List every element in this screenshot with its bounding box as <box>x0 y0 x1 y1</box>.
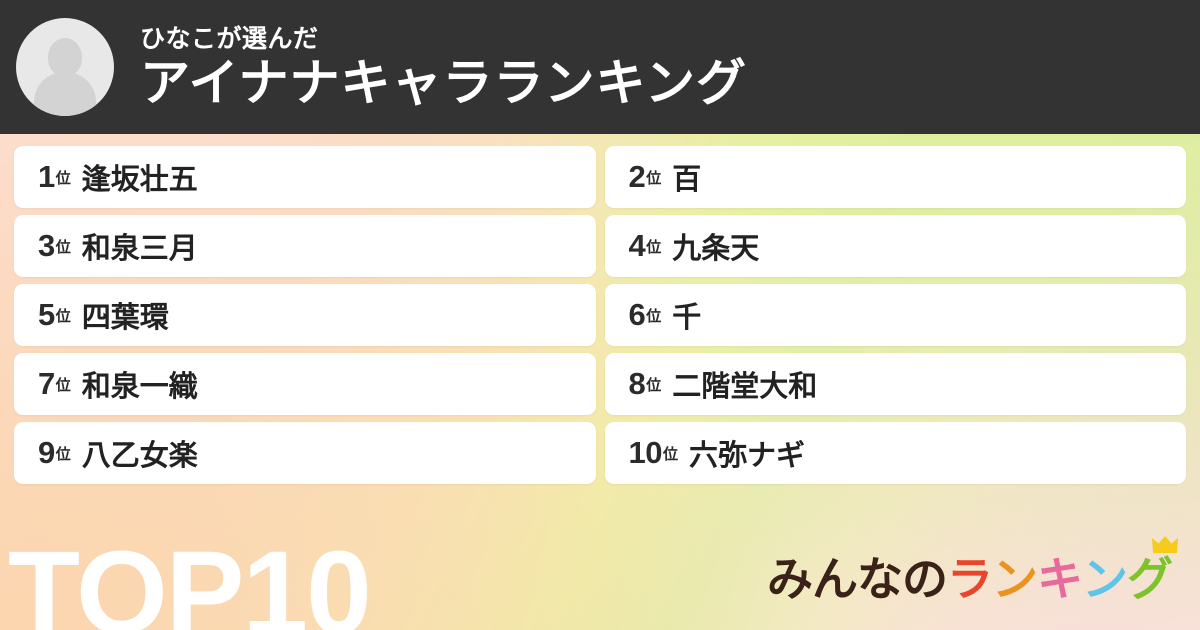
logo-part-4: ン <box>1082 553 1128 605</box>
rank-unit-label: 位 <box>646 238 662 256</box>
rank-number: 2 <box>628 159 646 194</box>
header-subtitle: ひなこが選んだ <box>140 24 319 53</box>
avatar-body-shape <box>34 72 96 116</box>
logo-part-0: みんなの <box>767 553 948 605</box>
site-logo[interactable]: みんなのランキング <box>767 536 1178 605</box>
logo-part-3: キ <box>1037 553 1083 605</box>
avatar-head-shape <box>48 38 82 76</box>
rank-card[interactable]: 7 位和泉一織 <box>14 353 596 415</box>
rank-item-name: 百 <box>672 164 702 196</box>
rank-number: 9 <box>38 435 55 470</box>
rank-card[interactable]: 1 位逢坂壮五 <box>14 146 596 208</box>
rank-unit-label: 位 <box>662 445 678 463</box>
rank-card[interactable]: 4 位九条天 <box>604 215 1186 277</box>
rank-item-name: 和泉一織 <box>81 371 198 403</box>
logo-part-1: ラ <box>947 553 993 605</box>
user-avatar-icon <box>16 18 114 116</box>
rank-item-name: 六弥ナギ <box>689 440 806 472</box>
rank-item-name: 九条天 <box>672 233 760 265</box>
rank-number: 7 <box>38 366 55 401</box>
rank-item-name: 逢坂壮五 <box>81 164 198 196</box>
rank-unit-label: 位 <box>55 376 71 394</box>
rank-unit-label: 位 <box>646 307 662 325</box>
rank-unit-label: 位 <box>55 169 71 187</box>
rank-card[interactable]: 3 位和泉三月 <box>14 215 596 277</box>
rank-unit-label: 位 <box>646 169 662 187</box>
page-title: アイナナキャラランキング <box>140 54 747 111</box>
ranking-list: 1 位逢坂壮五 2 位百 3 位和泉三月 4 位九条天 5 位四葉環 6 位千 7 位和泉一織 8 位二階堂大… <box>0 134 1200 484</box>
logo-part-5: グ <box>1127 536 1178 602</box>
top10-label: TOP10 <box>8 527 372 630</box>
rank-card[interactable]: 9 位八乙女楽 <box>14 422 596 484</box>
header-text-block: ひなこが選んだ アイナナキャラランキング <box>140 24 747 111</box>
footer-area: TOP10 みんなのランキング <box>0 500 1200 630</box>
rank-number: 4 <box>628 228 646 263</box>
rank-number: 1 <box>38 159 55 194</box>
rank-item-name: 八乙女楽 <box>81 440 198 472</box>
rank-unit-label: 位 <box>55 238 71 256</box>
rank-unit-label: 位 <box>55 307 71 325</box>
rank-number: 3 <box>38 228 55 263</box>
rank-number: 10 <box>628 435 663 470</box>
rank-item-name: 和泉三月 <box>81 233 198 265</box>
rank-number: 8 <box>628 366 646 401</box>
rank-item-name: 二階堂大和 <box>672 371 818 403</box>
rank-unit-label: 位 <box>55 445 71 463</box>
logo-part-2: ン <box>992 553 1038 605</box>
rank-unit-label: 位 <box>646 376 662 394</box>
rank-item-name: 四葉環 <box>81 302 169 334</box>
rank-card[interactable]: 10 位六弥ナギ <box>604 422 1186 484</box>
rank-number: 6 <box>628 297 646 332</box>
rank-number: 5 <box>38 297 55 332</box>
crown-icon <box>1152 536 1178 553</box>
rank-card[interactable]: 5 位四葉環 <box>14 284 596 346</box>
rank-card[interactable]: 8 位二階堂大和 <box>604 353 1186 415</box>
rank-item-name: 千 <box>672 302 702 334</box>
header-bar: ひなこが選んだ アイナナキャラランキング <box>0 0 1200 134</box>
